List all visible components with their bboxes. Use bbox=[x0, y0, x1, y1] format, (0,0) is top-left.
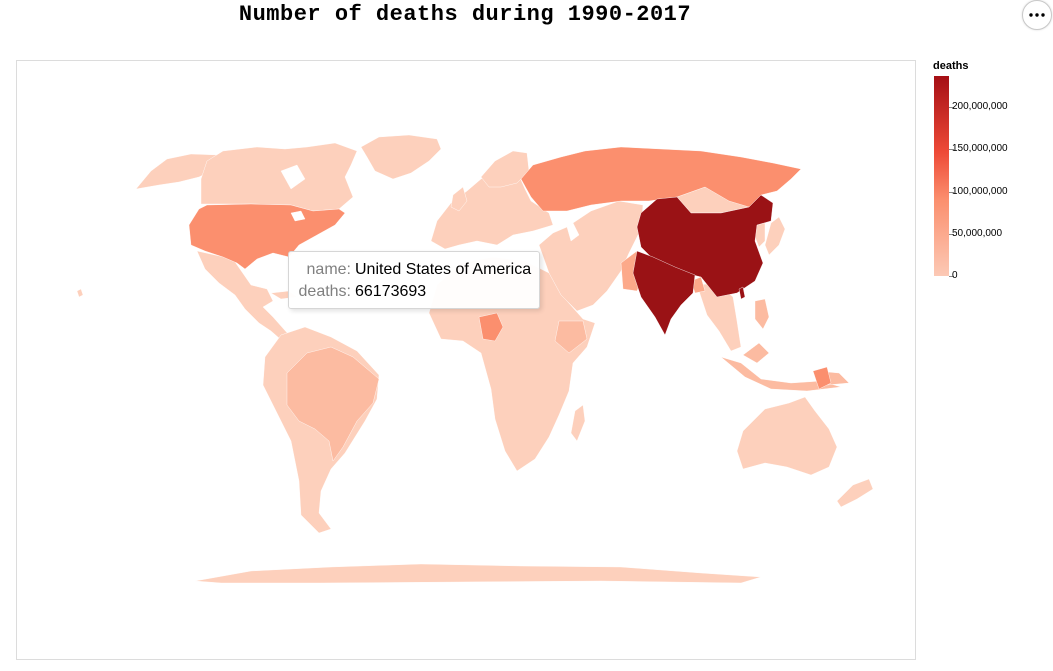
tooltip-name-key: name: bbox=[306, 261, 351, 278]
country-vietnam-laos[interactable] bbox=[742, 342, 770, 364]
legend-tick bbox=[949, 149, 954, 150]
legend-tick bbox=[949, 192, 954, 193]
country-brazil[interactable] bbox=[286, 346, 380, 462]
more-options-button[interactable] bbox=[1022, 0, 1052, 30]
ellipsis-icon bbox=[1029, 13, 1045, 17]
legend-label: 50,000,000 bbox=[952, 228, 1003, 239]
map-frame bbox=[16, 60, 916, 660]
tooltip-deaths-key: deaths: bbox=[298, 283, 351, 300]
great-lakes bbox=[290, 210, 306, 222]
island-hawaii[interactable] bbox=[76, 288, 84, 298]
island-madagascar[interactable] bbox=[570, 404, 586, 442]
tooltip-name-value: United States of America bbox=[355, 261, 532, 278]
legend-label: 100,000,000 bbox=[952, 186, 1008, 197]
country-new-zealand[interactable] bbox=[836, 478, 874, 508]
country-nigeria[interactable] bbox=[478, 312, 504, 342]
country-taiwan[interactable] bbox=[738, 286, 746, 300]
country-philippines[interactable] bbox=[754, 298, 770, 330]
legend-tick bbox=[949, 107, 954, 108]
region-antarctica[interactable] bbox=[194, 563, 762, 584]
legend-tick bbox=[949, 276, 954, 277]
island-sumatra[interactable] bbox=[812, 366, 832, 390]
legend-color-ramp bbox=[934, 76, 949, 276]
hudson-bay bbox=[280, 164, 306, 190]
world-map bbox=[76, 134, 874, 584]
country-india[interactable] bbox=[632, 250, 696, 336]
tooltip: name: United States of America deaths: 6… bbox=[288, 251, 540, 309]
legend-tick bbox=[949, 234, 954, 235]
country-japan[interactable] bbox=[764, 216, 786, 256]
country-australia[interactable] bbox=[736, 396, 838, 476]
country-canada[interactable] bbox=[200, 142, 358, 212]
caspian-sea bbox=[566, 222, 580, 242]
chart-title: Number of deaths during 1990-2017 bbox=[238, 2, 692, 27]
country-united-kingdom[interactable] bbox=[450, 186, 468, 212]
region-middle-east-central-asia[interactable] bbox=[538, 200, 644, 312]
legend-title: deaths bbox=[933, 60, 969, 72]
country-greenland[interactable] bbox=[360, 134, 442, 180]
legend-label: 0 bbox=[952, 270, 958, 281]
country-united-states[interactable] bbox=[188, 203, 346, 270]
legend-label: 150,000,000 bbox=[952, 143, 1008, 154]
region-east-africa[interactable] bbox=[554, 320, 588, 354]
legend-label: 200,000,000 bbox=[952, 101, 1008, 112]
tooltip-deaths-value: 66173693 bbox=[355, 283, 427, 300]
country-russia[interactable] bbox=[520, 146, 802, 212]
